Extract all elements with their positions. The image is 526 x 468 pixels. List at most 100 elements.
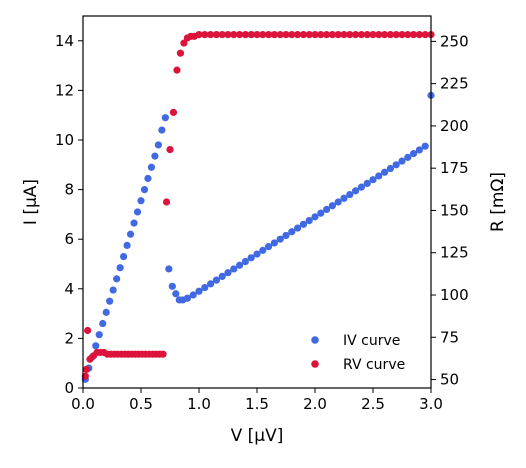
rv-data-point (299, 30, 307, 39)
iv-data-point (140, 186, 149, 194)
rv-data-point (381, 30, 389, 39)
iv-data-point (207, 280, 215, 288)
rv-data-point (270, 30, 278, 39)
rv-data-point (218, 30, 226, 39)
iv-data-point (288, 228, 296, 236)
iv-data-point (172, 290, 180, 298)
iv-data-point (161, 114, 169, 122)
iv-data-point (133, 208, 142, 216)
right-y-tick-label: 175 (440, 159, 469, 177)
iv-data-point (305, 217, 313, 225)
left-y-tick-label: 14 (55, 32, 74, 50)
legend-label-rv: RV curve (343, 357, 405, 373)
iv-data-point (109, 286, 117, 294)
rv-data-point (253, 30, 261, 39)
iv-data-point (352, 187, 360, 195)
rv-data-point (180, 39, 188, 47)
iv-data-point (195, 287, 203, 295)
iv-data-point (415, 146, 423, 154)
rv-data-point (288, 30, 296, 39)
iv-data-point (147, 163, 156, 171)
iv-data-point (224, 269, 232, 277)
rv-data-point (398, 30, 406, 39)
iv-data-point (218, 272, 226, 280)
legend: IV curve RV curve (311, 333, 405, 373)
iv-data-point (386, 164, 394, 173)
x-tick-label: 2.5 (361, 395, 385, 413)
rv-data-point (305, 30, 313, 39)
rv-data-point (230, 30, 238, 39)
rv-data-point (169, 108, 178, 116)
rv-data-point (404, 30, 412, 39)
rv-data-point (207, 30, 215, 39)
rv-data-point (323, 30, 331, 39)
rv-data-point (363, 30, 371, 39)
iv-data-point (317, 209, 325, 217)
rv-data-point (328, 30, 336, 39)
rv-data-point (375, 30, 383, 39)
x-tick-label: 0.0 (71, 395, 95, 413)
rv-data-point (176, 49, 185, 57)
iv-data-point (189, 291, 197, 299)
iv-data-point (334, 198, 342, 206)
rv-data-point (415, 30, 423, 39)
rv-data-point (241, 30, 249, 39)
legend-label-iv: IV curve (343, 333, 400, 349)
iv-data-point (294, 224, 302, 232)
iv-data-point (398, 157, 406, 165)
right-y-tick-label: 100 (440, 286, 469, 304)
rv-data-point (236, 30, 244, 39)
iv-data-point (144, 174, 152, 183)
x-tick-label: 0.5 (129, 395, 153, 413)
iv-data-point (151, 152, 159, 160)
left-y-tick-label: 4 (64, 280, 74, 298)
iv-data-point (102, 308, 110, 316)
rv-data-point (166, 145, 174, 154)
left-y-tick-label: 12 (55, 81, 74, 99)
rv-data-point (276, 30, 284, 39)
iv-data-point (123, 241, 131, 249)
iv-data-point (410, 150, 418, 158)
x-axis-ticks: 0.0 0.5 1.0 1.5 2.0 2.5 3.0 (71, 388, 443, 413)
rv-data-point (346, 30, 354, 39)
iv-data-point (282, 231, 290, 240)
left-y-tick-label: 10 (55, 131, 74, 149)
rv-data-point (212, 30, 220, 39)
rv-data-point (421, 30, 429, 39)
left-y-axis-ticks: 0 2 4 6 8 10 12 14 (55, 32, 83, 397)
x-tick-label: 2.0 (303, 395, 327, 413)
iv-data-point (120, 252, 128, 261)
rv-curve-series (81, 30, 435, 380)
legend-marker-rv (311, 360, 319, 368)
x-tick-label: 3.0 (419, 395, 443, 413)
iv-data-point (130, 219, 138, 227)
iv-data-point (270, 239, 278, 247)
legend-marker-iv (311, 336, 319, 344)
rv-data-point (340, 30, 348, 39)
iv-data-point (230, 265, 238, 273)
rv-data-point (386, 30, 394, 39)
rv-data-point (265, 30, 273, 39)
iv-data-point (247, 254, 255, 262)
iv-data-point (126, 230, 135, 238)
left-y-tick-label: 8 (64, 181, 74, 199)
rv-data-point (294, 30, 302, 39)
rv-data-point (259, 30, 267, 39)
iv-curve-series (81, 91, 435, 383)
iv-data-point (113, 275, 121, 283)
iv-data-point (421, 142, 429, 150)
rv-data-point (84, 326, 92, 335)
right-y-tick-label: 250 (440, 32, 469, 50)
iv-data-point (241, 257, 249, 266)
iv-data-point (311, 213, 319, 221)
iv-data-point (392, 161, 400, 169)
rv-data-point (162, 198, 171, 206)
right-y-tick-label: 225 (440, 75, 469, 93)
iv-data-point (183, 294, 191, 302)
x-tick-label: 1.0 (187, 395, 211, 413)
right-y-tick-label: 125 (440, 244, 469, 262)
left-y-tick-label: 2 (64, 329, 74, 347)
rv-data-point (311, 30, 319, 39)
left-y-tick-label: 0 (64, 379, 74, 397)
iv-data-point (116, 264, 124, 272)
